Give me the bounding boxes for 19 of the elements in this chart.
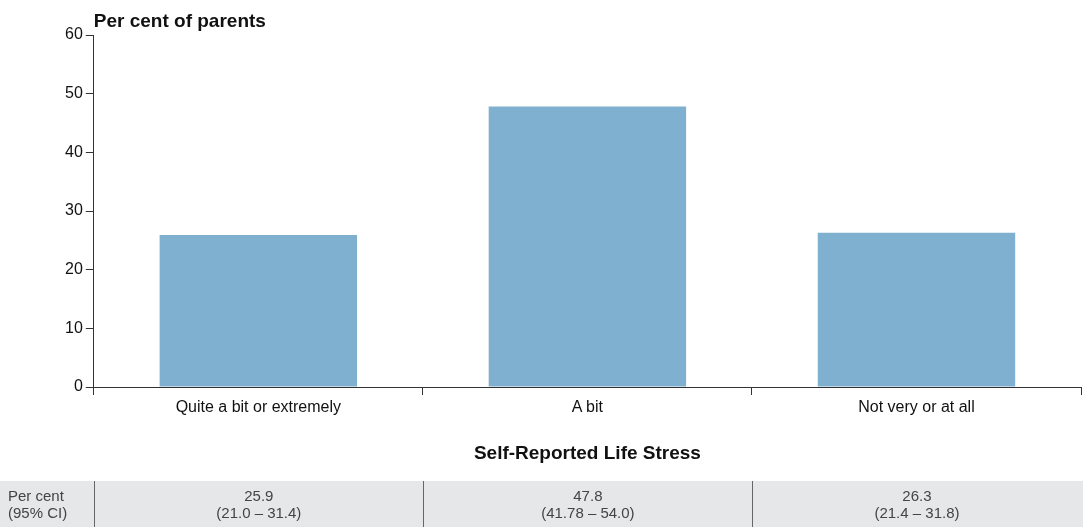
x-tick-label: A bit: [571, 398, 604, 416]
y-tick-label: 40: [65, 142, 83, 160]
bar: [817, 232, 1016, 387]
y-tick-label: 50: [65, 84, 83, 102]
y-tick-label: 0: [73, 377, 83, 395]
data-label: 47.8 (41.78 – 54.0): [541, 487, 635, 521]
y-axis-title: Per cent of parents: [93, 10, 266, 32]
bar: [159, 235, 358, 387]
x-tick-label: Quite a bit or extremely: [175, 398, 342, 416]
x-axis-title: Self-Reported Life Stress: [473, 441, 701, 463]
y-tick-label: 20: [65, 260, 83, 278]
x-tick-label: Not very or at all: [858, 398, 975, 416]
y-tick-label: 60: [65, 25, 83, 43]
y-tick-label: 30: [65, 201, 83, 219]
y-tick-label: 10: [65, 318, 83, 336]
text: Per cent (95% CI): [8, 487, 68, 521]
data-label: 26.3 (21.4 – 31.8): [874, 487, 960, 521]
data-label: 25.9 (21.0 – 31.4): [216, 487, 302, 521]
bar: [488, 106, 687, 387]
